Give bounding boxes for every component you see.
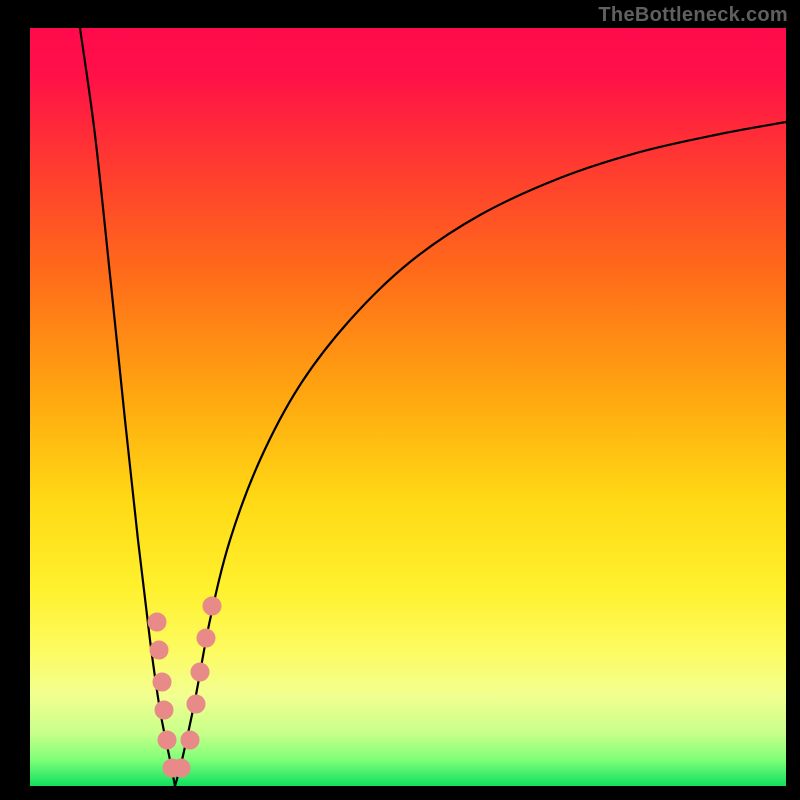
data-marker bbox=[197, 629, 215, 647]
data-marker bbox=[172, 759, 190, 777]
data-marker bbox=[181, 731, 199, 749]
data-marker bbox=[153, 673, 171, 691]
chart-container: TheBottleneck.com bbox=[0, 0, 800, 800]
data-marker bbox=[203, 597, 221, 615]
data-marker bbox=[150, 641, 168, 659]
data-marker bbox=[187, 695, 205, 713]
plot-background bbox=[30, 28, 786, 786]
attribution-text: TheBottleneck.com bbox=[598, 4, 788, 27]
data-marker bbox=[158, 731, 176, 749]
data-marker bbox=[191, 663, 209, 681]
data-marker bbox=[155, 701, 173, 719]
data-marker bbox=[148, 613, 166, 631]
bottleneck-chart bbox=[0, 0, 800, 800]
